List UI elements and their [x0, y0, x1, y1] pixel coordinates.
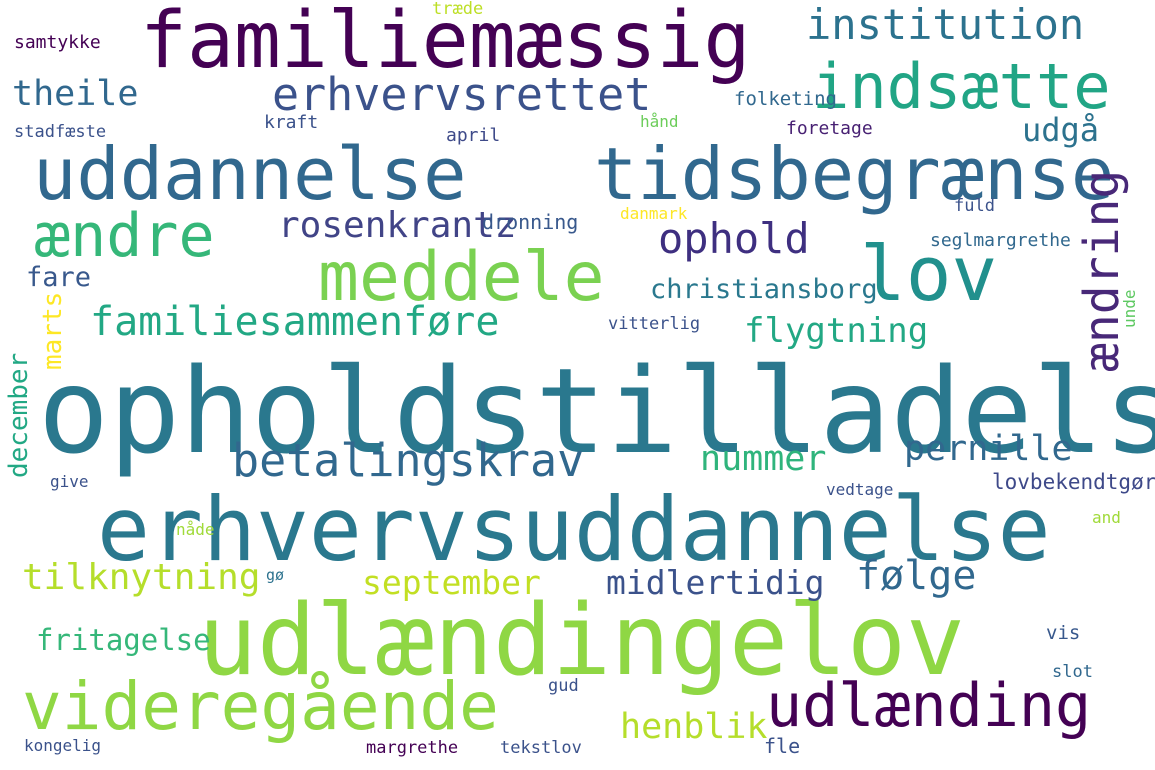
- word-institution: institution: [806, 0, 1085, 49]
- word-christiansborg: fare: [26, 262, 92, 293]
- word-kraft: stadfæste: [14, 122, 107, 142]
- word-kongelig: tekstlov: [500, 738, 582, 758]
- word-aendre: ændre: [34, 201, 215, 271]
- word-vedtage: give: [50, 472, 89, 491]
- word-foelge: ændring: [1074, 169, 1130, 372]
- word-september: midlertidig: [606, 563, 825, 602]
- word-videregaaende: videregående: [22, 668, 499, 745]
- word-indsaette: indsætte: [812, 50, 1111, 123]
- word-fare: udgå: [1022, 111, 1100, 149]
- word-rosenkrantz: flygtning: [744, 311, 929, 351]
- word-familiesammenfoere: familiesammenføre: [90, 299, 500, 345]
- word-familiemaessig: familiemæssig: [140, 0, 751, 86]
- word-udlaending: udlænding: [766, 671, 1092, 741]
- word-folketing: kraft: [264, 112, 319, 133]
- word-traede: hånd: [640, 112, 679, 131]
- word-stadfaeste: samtykke: [14, 32, 101, 53]
- word-haand: april: [446, 125, 501, 146]
- word-december: december: [4, 352, 34, 478]
- word-tekstlov: margrethe: [366, 738, 459, 758]
- word-seglmargrethe: foretage: [786, 118, 873, 139]
- word-udgaa: henblik: [620, 707, 768, 747]
- word-fuld: danmark: [620, 204, 688, 223]
- word-naade: vedtage: [826, 480, 894, 499]
- word-lovbekendtgoerelse: fle: [764, 734, 801, 758]
- word-dronning: seglmargrethe: [930, 230, 1071, 251]
- word-april: folketing: [734, 88, 837, 110]
- word-nummer: pernille: [904, 429, 1073, 469]
- word-samtykke: vitterlig: [608, 314, 701, 334]
- word-tilknytning: følge: [856, 553, 977, 599]
- word-theile: rosenkrantz: [278, 205, 517, 246]
- word-opholdstilladelse: opholdstilladelse: [38, 342, 1155, 480]
- word-lov: lov: [860, 229, 998, 318]
- word-margrethe: gud: [548, 676, 579, 696]
- word-tidsbegraense: tidsbegrænse: [594, 132, 1115, 216]
- word-slot: vis: [1046, 622, 1081, 644]
- word-unde: and: [1092, 508, 1121, 527]
- word-foretage: lovbekendtgørelse: [992, 470, 1155, 494]
- word-betalingskrav: betalingskrav: [232, 434, 585, 487]
- word-erhvervsuddannelse: erhvervsuddannelse: [97, 478, 1051, 581]
- word-ophold: ophold: [658, 214, 810, 263]
- word-flygtning: tilknytning: [22, 557, 261, 598]
- word-give: kongelig: [24, 736, 102, 755]
- word-erhvervsrettet: erhvervsrettet: [272, 68, 652, 121]
- word-uddannelse: uddannelse: [33, 132, 467, 216]
- word-and: gø: [266, 566, 285, 584]
- word-pernille: september: [362, 563, 541, 602]
- word-vitterlig: dronning: [482, 210, 579, 234]
- word-udlaendingelov: udlændingelov: [198, 584, 966, 698]
- word-aendring: fritagelse: [36, 623, 211, 657]
- word-vis: unde: [1120, 289, 1139, 328]
- word-midlertidig: theile: [12, 74, 139, 114]
- word-fle: marts: [38, 291, 68, 370]
- word-danmark: træde: [432, 0, 484, 19]
- word-henblik: nummer: [700, 439, 827, 479]
- word-goe: nåde: [176, 520, 215, 539]
- word-fritagelse: christiansborg: [650, 274, 878, 305]
- word-meddele: meddele: [318, 238, 605, 317]
- word-gud: slot: [1052, 662, 1093, 682]
- word-marts: fuld: [954, 196, 995, 216]
